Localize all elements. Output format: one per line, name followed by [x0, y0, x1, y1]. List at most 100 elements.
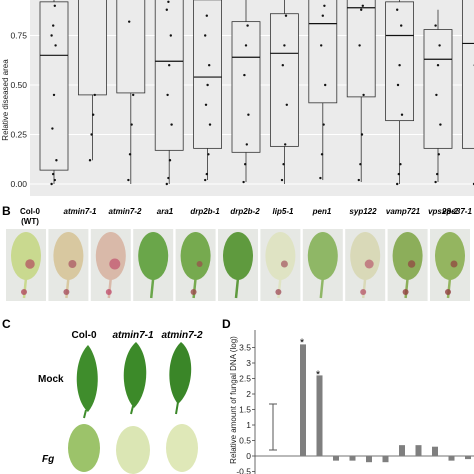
data-point [396, 83, 400, 87]
panel-d-bars [300, 344, 471, 463]
y-tick-label: 3.5 [239, 343, 251, 353]
panel-c-row-mock: Mock [38, 374, 64, 385]
leaf [265, 232, 296, 280]
leaf [138, 232, 169, 280]
data-point [400, 24, 403, 27]
leaf-photo-syp122 [345, 229, 386, 301]
box-drp2b-2 [231, 0, 261, 184]
data-point [285, 103, 288, 107]
data-point [398, 63, 401, 67]
lesion [63, 289, 70, 295]
data-point [284, 143, 287, 146]
data-point [132, 93, 135, 97]
leaf-mock-atmin7-2 [169, 342, 192, 404]
box-vamp721 [385, 0, 415, 186]
y-tick-label: 0.25 [10, 130, 27, 140]
data-point [438, 44, 441, 47]
data-point [400, 113, 404, 116]
bar [333, 456, 339, 461]
lesion [190, 289, 197, 295]
y-tick-label: 0.00 [10, 179, 27, 189]
genotype-label: syp122 [349, 207, 377, 216]
leaf [95, 232, 126, 280]
box-iqr [193, 0, 223, 149]
data-point [52, 172, 55, 176]
data-point [168, 159, 172, 162]
panel-b-genotype-labels: Col-0 atmin7-1 atmin7-2 ara1 drp2b-1 drp2b-2 l… [20, 207, 472, 226]
data-point [52, 93, 56, 97]
data-point [168, 63, 171, 67]
panel-d-letter: D [222, 317, 231, 331]
panel-c-mock-leaves [76, 342, 192, 419]
panel-a-y-ticks: 0.00 0.25 0.50 0.75 [10, 31, 27, 190]
box-ara1 [154, 0, 184, 186]
panel-a-ylabel: Relative diseased area [1, 59, 10, 141]
data-point [169, 34, 172, 37]
lesion [25, 259, 35, 269]
box-iqr [154, 0, 184, 151]
data-point [397, 172, 400, 176]
box-iqr [269, 13, 299, 147]
panel-a: 0.00 0.25 0.50 0.75 Relative diseased area [1, 0, 474, 196]
box-iqr [423, 29, 453, 149]
bar [316, 375, 323, 456]
data-point [322, 123, 325, 126]
box-lip5-1 [269, 0, 299, 184]
box-iqr [116, 0, 146, 94]
lesion [450, 260, 458, 268]
petiole [234, 277, 240, 299]
y-tick-label: 0.5 [239, 436, 251, 446]
box-iqr [385, 1, 415, 122]
data-point [244, 163, 247, 166]
panel-d-y-ticks: 3.5 3 2.5 2 1.5 1 0.5 0 -0.5 [236, 343, 255, 474]
leaf-photo-ara1 [133, 229, 174, 301]
y-tick-label: 2 [246, 389, 251, 399]
data-point [206, 83, 209, 87]
data-point [53, 178, 56, 182]
y-tick-label: 0.75 [10, 31, 27, 41]
data-point [128, 20, 131, 23]
data-point [320, 44, 323, 47]
panel-c-fg-leaves [68, 424, 198, 474]
genotype-label: pen1 [312, 207, 332, 216]
data-point [242, 180, 245, 184]
data-point [245, 143, 248, 146]
data-point [208, 123, 212, 126]
panel-c-col-col0: Col-0 [72, 330, 97, 341]
box-vps28-2 [423, 9, 453, 184]
leaf [392, 232, 423, 280]
data-point [167, 0, 170, 4]
data-point [360, 133, 364, 136]
data-point [323, 4, 326, 7]
data-point [361, 4, 364, 7]
box-iqr [39, 1, 69, 171]
lesion [360, 289, 367, 295]
data-point [130, 123, 133, 126]
lesion [105, 289, 112, 295]
box-Col-0 [39, 0, 69, 186]
data-point [283, 44, 286, 47]
data-point [205, 172, 208, 176]
leaf-photo-pen1 [302, 229, 343, 301]
panel-c-col-atmin7-2: atmin7-2 [161, 330, 203, 341]
data-point [93, 93, 97, 97]
data-point [204, 34, 207, 37]
data-point [170, 123, 173, 126]
leaf [435, 232, 465, 280]
leaf-photo-Col-0 [6, 229, 46, 301]
bar [399, 445, 405, 456]
box-drp2b-1 [193, 0, 223, 182]
data-point [92, 113, 95, 116]
panel-c-row-fg: Fg [42, 454, 54, 465]
bar [349, 456, 356, 461]
box-syp122 [346, 0, 376, 183]
data-point [324, 83, 327, 87]
lesion [445, 289, 451, 295]
panel-a-boxes [39, 0, 474, 186]
leaf-mock-atmin7-1 [123, 342, 147, 408]
panel-d-error-bar [269, 403, 277, 451]
data-point [167, 176, 170, 180]
y-tick-label: 1 [246, 420, 251, 430]
leaf-photo-drp2b-1 [175, 229, 216, 301]
data-point [127, 178, 130, 182]
